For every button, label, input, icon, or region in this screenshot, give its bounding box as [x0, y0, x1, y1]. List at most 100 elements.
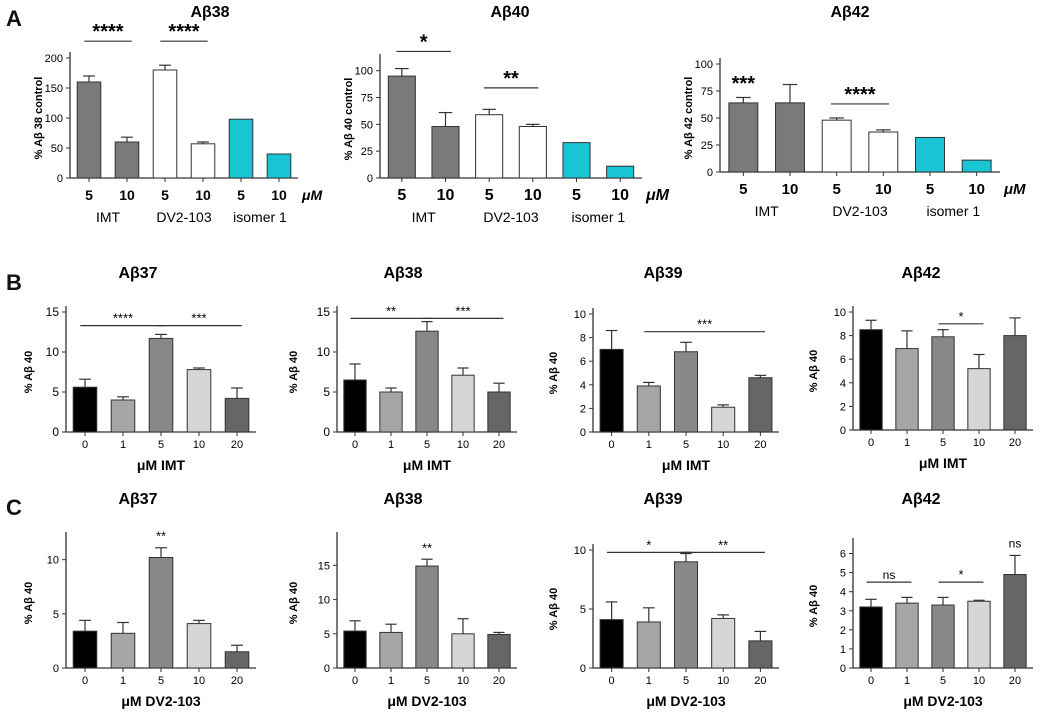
significance-marker: **** — [844, 84, 875, 106]
chart-c-abeta37: Aβ37 % Aβ 40 0 5 10 0 1 5 10 20 μM DV2-103 ** — [23, 491, 256, 709]
y-tick-label: 0 — [367, 173, 373, 185]
x-tick-label: 10 — [875, 181, 892, 198]
x-tick-label: 5 — [572, 187, 581, 204]
y-tick-label: 5 — [324, 629, 330, 641]
chart-title: Aβ39 — [643, 265, 682, 282]
bar — [748, 377, 773, 433]
chart-title: Aβ38 — [383, 265, 422, 282]
x-tick-label: 10 — [437, 187, 455, 204]
chart-title: Aβ38 — [383, 491, 422, 508]
bar — [431, 126, 460, 179]
y-axis-label: % Aβ 40 — [23, 582, 35, 624]
y-tick-label: 4 — [840, 378, 846, 390]
y-axis-label: % Aβ 38 control — [33, 77, 45, 160]
unit-label: μM — [1003, 181, 1026, 198]
x-axis-label: μM IMT — [919, 455, 968, 471]
bar — [606, 165, 635, 179]
group-label: isomer 1 — [233, 209, 287, 225]
y-axis-label: % Aβ 40 — [548, 352, 560, 394]
bar — [451, 633, 475, 669]
bar — [72, 386, 98, 433]
significance-marker: **** — [92, 21, 123, 43]
y-tick-label: 0 — [324, 663, 330, 675]
x-tick-label: 5 — [237, 187, 245, 203]
y-tick-label: 10 — [47, 555, 59, 567]
bar — [186, 369, 212, 433]
y-tick-label: 15 — [318, 560, 330, 572]
bar — [110, 399, 136, 433]
bar — [895, 348, 919, 431]
bar — [487, 633, 511, 669]
bar — [673, 351, 699, 433]
x-tick-label: 10 — [524, 187, 542, 204]
bar — [487, 391, 511, 433]
x-tick-label: 5 — [940, 437, 946, 449]
x-tick-label: 10 — [782, 181, 799, 198]
group-label: DV2-103 — [156, 209, 211, 225]
bar — [451, 374, 475, 433]
x-tick-label: 10 — [968, 181, 985, 198]
y-axis-label: % Aβ 42 control — [683, 77, 695, 160]
x-tick-label: 20 — [1009, 675, 1021, 687]
y-tick-label: 10 — [46, 345, 60, 359]
x-tick-label: 10 — [973, 675, 985, 687]
y-tick-label: 4 — [580, 380, 586, 392]
bar — [475, 114, 504, 179]
chart-title: Aβ42 — [830, 4, 869, 21]
x-tick-label: 0 — [352, 675, 358, 687]
chart-title: Aβ37 — [118, 491, 157, 508]
x-tick-label: 0 — [868, 675, 874, 687]
bar — [186, 623, 212, 669]
y-tick-label: 0 — [52, 425, 59, 439]
group-label: DV2-103 — [832, 203, 887, 219]
x-tick-label: 20 — [231, 439, 243, 451]
unit-label: μM — [301, 187, 322, 203]
x-tick-label: 20 — [754, 439, 766, 451]
bar — [224, 397, 250, 433]
x-tick-label: 5 — [158, 439, 164, 451]
y-axis-label: % Aβ 40 — [548, 588, 560, 630]
x-tick-label: 10 — [457, 439, 469, 451]
panel-label-a: A — [6, 6, 22, 31]
x-tick-label: 10 — [611, 187, 629, 204]
y-tick-label: 5 — [840, 568, 846, 580]
y-tick-label: 0 — [323, 425, 330, 439]
y-tick-label: 10 — [574, 545, 586, 557]
bar — [931, 604, 955, 669]
x-tick-label: 20 — [1009, 437, 1021, 449]
bar — [562, 142, 591, 179]
significance-marker: ** — [718, 537, 728, 552]
bar — [343, 379, 367, 433]
bar — [868, 131, 899, 173]
y-tick-label: 10 — [318, 595, 330, 607]
y-tick-label: 0 — [580, 663, 586, 675]
significance-marker: * — [646, 537, 651, 552]
chart-c-abeta42: Aβ42 % Aβ 40 0 1 2 3 4 5 6 0 1 5 10 20 μM DV2-103 ns * ns — [808, 491, 1033, 709]
x-tick-label: 0 — [82, 439, 88, 451]
x-tick-label: 5 — [397, 187, 406, 204]
x-tick-label: 0 — [868, 437, 874, 449]
bar — [821, 119, 852, 173]
y-tick-label: 1 — [840, 644, 846, 656]
y-tick-label: 6 — [840, 549, 846, 561]
y-tick-label: 2 — [840, 401, 846, 413]
bar — [967, 600, 991, 669]
bar — [748, 640, 773, 669]
x-tick-label: 1 — [904, 675, 910, 687]
y-tick-label: 15 — [317, 305, 331, 319]
x-tick-label: 10 — [973, 437, 985, 449]
x-tick-label: 20 — [493, 675, 505, 687]
group-label: isomer 1 — [926, 203, 980, 219]
y-tick-label: 8 — [840, 331, 846, 343]
unit-label: μM — [645, 187, 670, 204]
x-tick-label: 20 — [493, 439, 505, 451]
x-tick-label: 1 — [388, 675, 394, 687]
significance-marker: *** — [191, 311, 206, 326]
bar — [673, 561, 699, 669]
group-label: isomer 1 — [571, 209, 625, 225]
x-tick-label: 10 — [717, 439, 729, 451]
bar — [599, 619, 624, 669]
chart-a-abeta40: Aβ40 % Aβ 40 control 0 25 50 75 100 5 10 5 10 5 10 μM… — [343, 4, 670, 225]
group-label: DV2-103 — [483, 209, 538, 225]
